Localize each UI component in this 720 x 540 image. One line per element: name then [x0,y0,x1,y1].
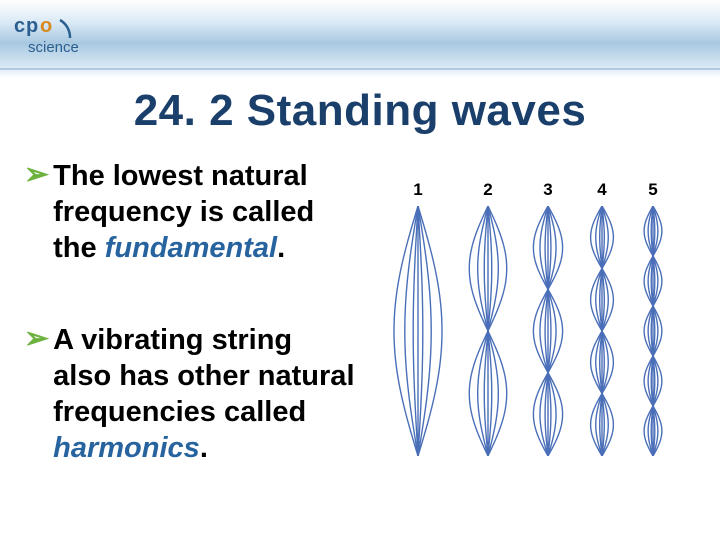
bullet-list: ➢ The lowest natural frequency is called… [24,158,356,522]
harmonic-label: 4 [597,180,606,200]
svg-text:science: science [28,39,79,56]
harmonic-label: 3 [543,180,552,200]
svg-text:c: c [14,15,25,37]
bullet-text: The lowest natural frequency is called t… [53,158,356,266]
chevron-icon: ➢ [24,322,49,356]
svg-text:p: p [26,15,38,37]
svg-text:o: o [40,15,52,37]
harmonic-4: 4 [584,180,620,460]
slide: c p o science 24. 2 Standing waves ➢ The… [0,0,720,540]
harmonic-1: 1 [390,180,446,460]
harmonic-5: 5 [636,180,670,460]
chevron-icon: ➢ [24,158,49,192]
bullet-text: A vibrating string also has other natura… [53,322,356,466]
bullet-item: ➢ The lowest natural frequency is called… [24,158,356,266]
cpo-science-logo: c p o science [14,10,124,62]
bullet-item: ➢ A vibrating string also has other natu… [24,322,356,466]
harmonic-label: 5 [648,180,657,200]
slide-title: 24. 2 Standing waves [0,86,720,136]
harmonic-3: 3 [528,180,568,460]
harmonic-label: 2 [483,180,492,200]
harmonic-2: 2 [466,180,510,460]
harmonic-label: 1 [413,180,422,200]
harmonics-diagram: 1 2 3 4 5 [380,180,700,480]
